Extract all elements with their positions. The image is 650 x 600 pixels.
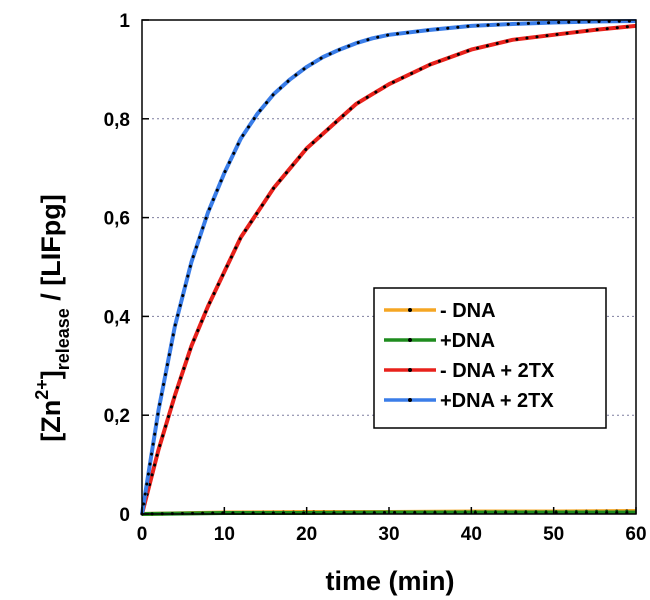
x-tick-label: 10 [214, 524, 235, 545]
x-tick-label: 20 [296, 524, 317, 545]
legend-label: - DNA [440, 300, 496, 322]
legend-label: - DNA + 2TX [440, 360, 555, 382]
x-tick-label: 30 [378, 524, 399, 545]
legend-marker [408, 368, 412, 372]
x-tick-label: 50 [543, 524, 564, 545]
x-tick-label: 40 [461, 524, 482, 545]
y-axis-title-close: ] [36, 370, 66, 379]
x-tick-label: 60 [625, 524, 646, 545]
y-axis-ticks: 0 0,2 0,4 0,6 0,8 1 [104, 11, 149, 526]
x-axis-ticks: 0 10 20 30 40 50 60 [137, 507, 647, 545]
y-axis-title-sup: 2+ [32, 379, 52, 400]
y-axis-title-rest: / [LIFpg] [36, 194, 66, 308]
y-tick-label: 0,6 [104, 209, 130, 230]
x-tick-label: 0 [137, 524, 148, 545]
series-line [140, 23, 637, 515]
legend-item: +DNA [384, 330, 495, 352]
series-4 [140, 19, 638, 516]
series-3 [140, 23, 638, 516]
y-axis-title: [Zn2+]release / [LIFpg] [32, 194, 73, 442]
legend-marker [408, 338, 412, 342]
y-axis-title-sub: release [53, 308, 73, 370]
x-axis-title: time (min) [325, 566, 454, 596]
legend-marker [408, 398, 412, 402]
series-data-dots [140, 19, 638, 516]
y-axis-title-main: [Zn [36, 400, 66, 442]
y-tick-label: 0,8 [104, 110, 130, 131]
y-tick-label: 1 [119, 11, 130, 32]
legend-marker [408, 308, 412, 312]
y-tick-label: 0 [119, 505, 130, 526]
legend-item: +DNA + 2TX [384, 390, 554, 412]
y-tick-label: 0,2 [104, 406, 130, 427]
legend-label: +DNA [440, 330, 495, 352]
legend-item: - DNA [384, 300, 496, 322]
legend-label: +DNA + 2TX [440, 390, 554, 412]
legend: - DNA +DNA - DNA + 2TX +DNA + 2TX [373, 287, 607, 429]
legend-item: - DNA + 2TX [384, 360, 555, 382]
y-tick-label: 0,4 [104, 307, 131, 328]
